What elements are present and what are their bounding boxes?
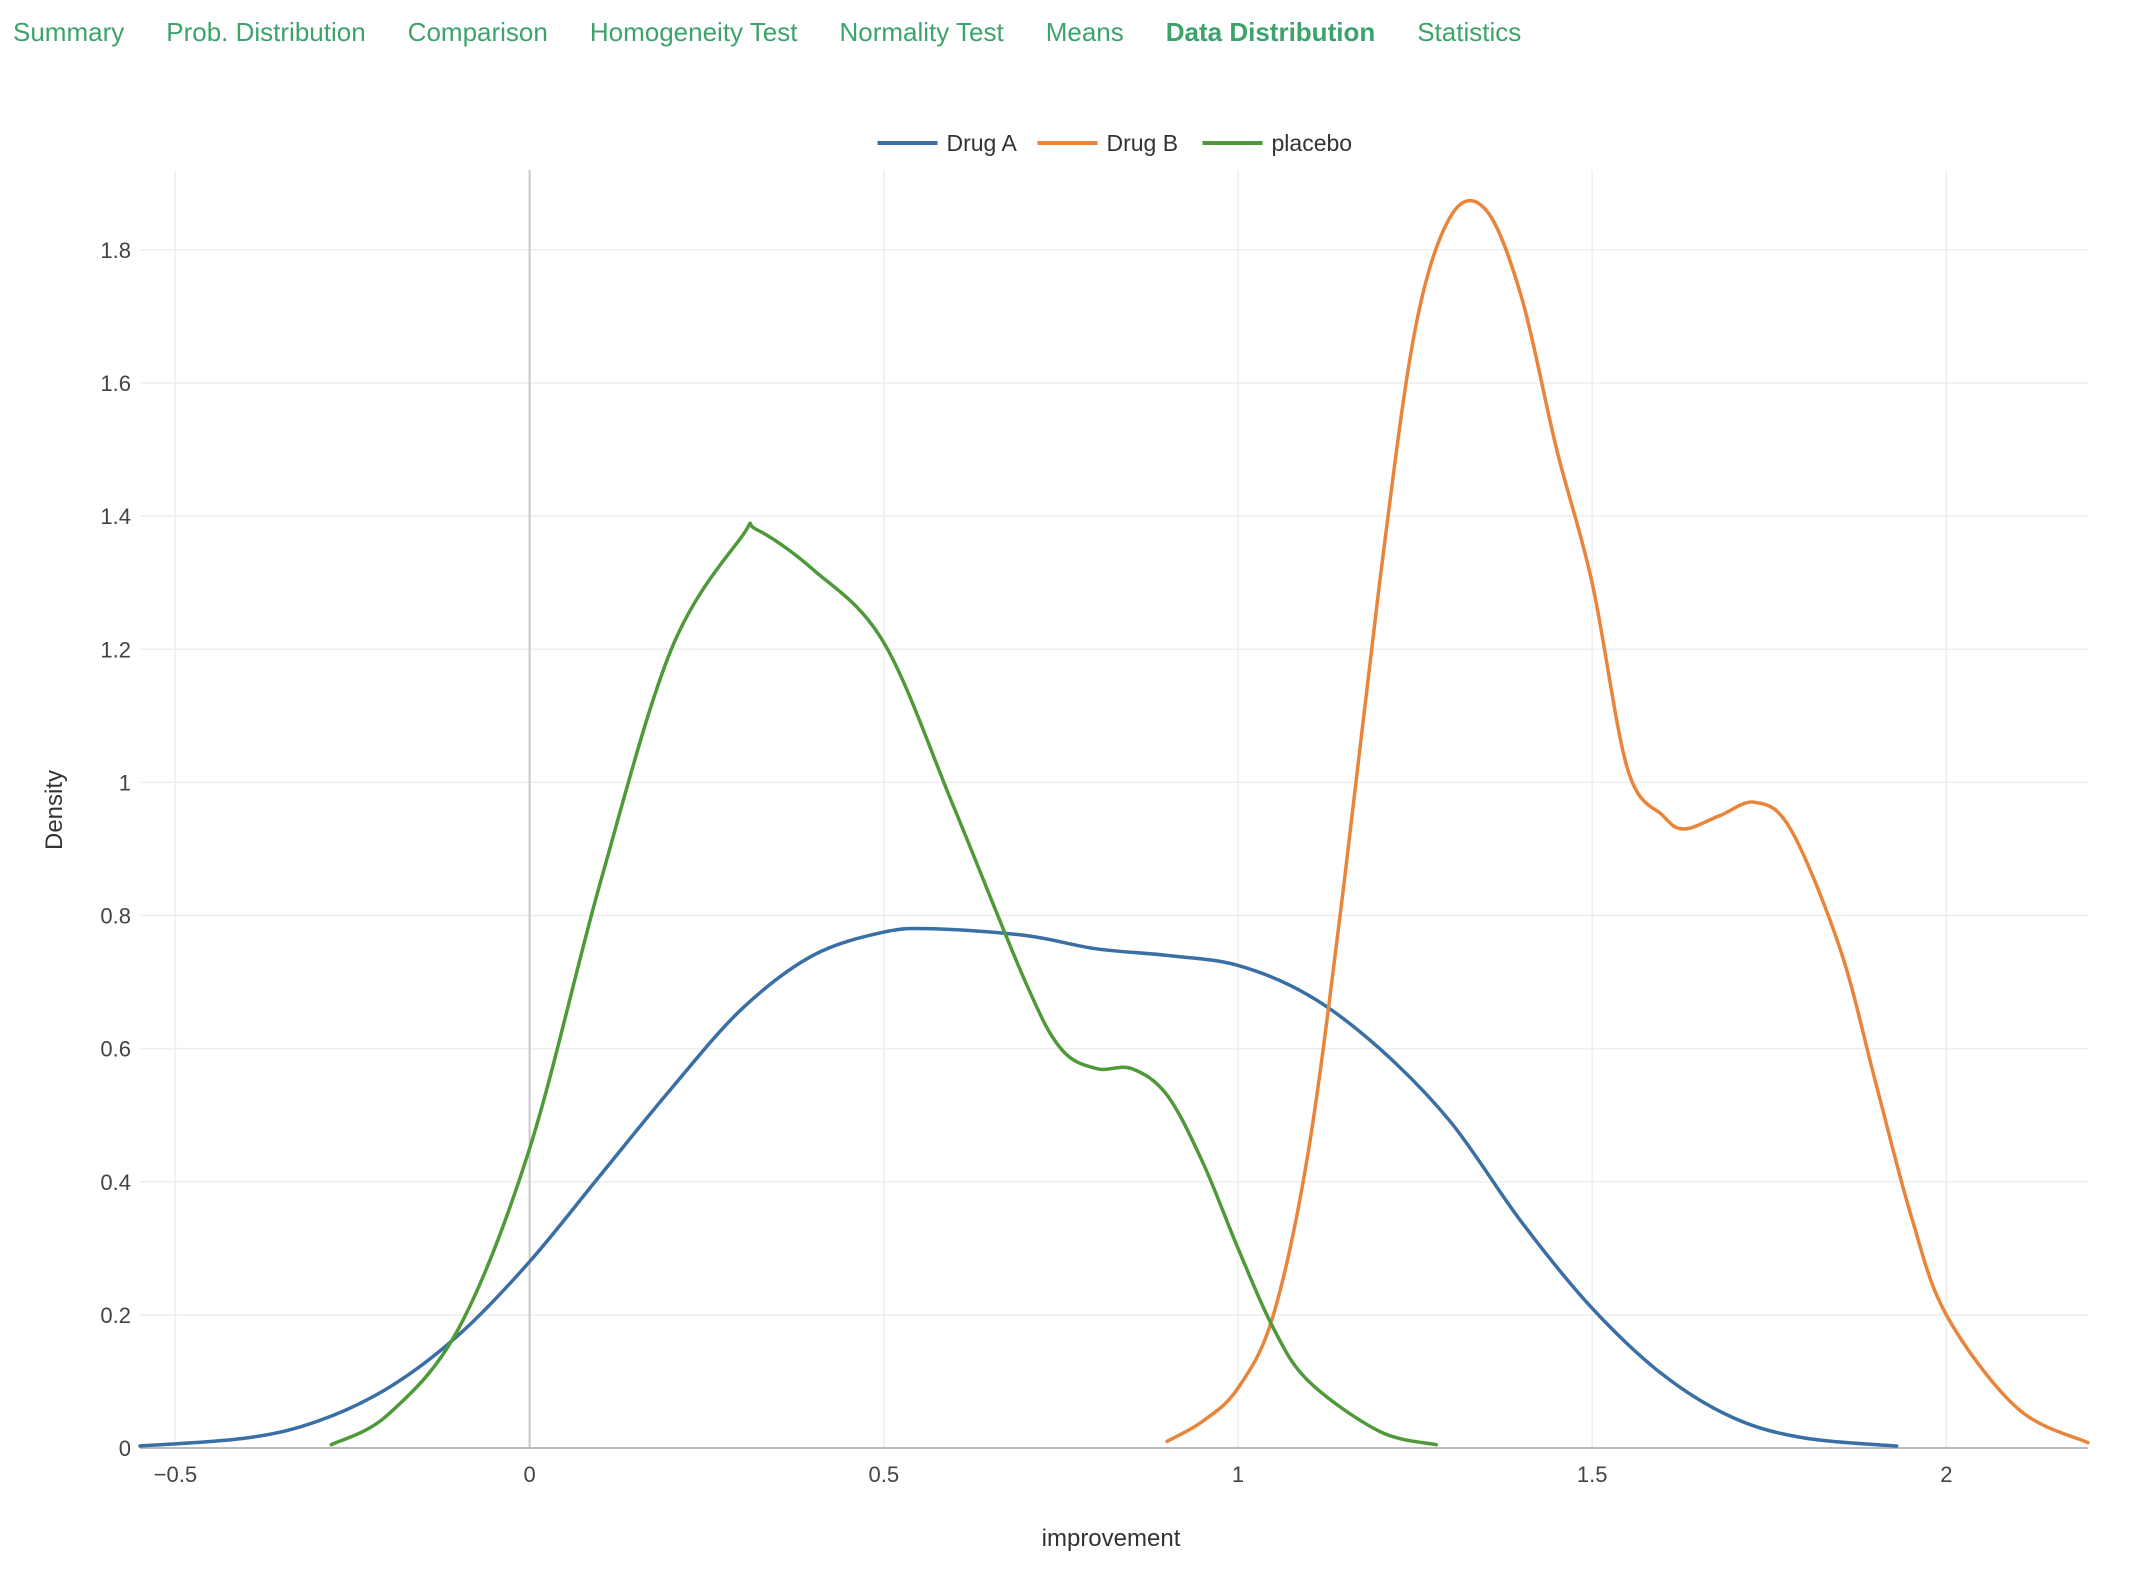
tab-data-distribution[interactable]: Data Distribution <box>1165 16 1376 47</box>
legend-item-drug-a[interactable]: Drug A <box>877 130 1018 156</box>
x-tick-label: 0.5 <box>868 1462 899 1487</box>
tab-statistics[interactable]: Statistics <box>1417 16 1522 47</box>
series-line-drug-a <box>138 926 1899 1448</box>
series-line-drug-b <box>1165 199 2090 1445</box>
tab-comparison[interactable]: Comparison <box>407 16 548 47</box>
tab-means[interactable]: Means <box>1045 16 1124 47</box>
legend[interactable]: Drug A Drug B placebo <box>877 130 1353 156</box>
x-tick-label: 1.5 <box>1577 1462 1608 1487</box>
legend-label: Drug A <box>947 130 1018 156</box>
tab-summary[interactable]: Summary <box>13 16 125 47</box>
y-tick-label: 0.8 <box>100 904 131 929</box>
y-tick-label: 1 <box>119 770 131 795</box>
tab-normality-test[interactable]: Normality Test <box>839 16 1004 47</box>
y-tick-label: 0 <box>119 1436 131 1461</box>
legend-item-drug-b[interactable]: Drug B <box>1037 130 1179 156</box>
y-tick-label: 1.4 <box>100 504 131 529</box>
tab-prob-distribution[interactable]: Prob. Distribution <box>166 16 366 47</box>
y-tick-label: 1.2 <box>100 637 131 662</box>
y-axis-title: Density <box>41 770 68 850</box>
y-tick-label: 1.6 <box>100 371 131 396</box>
x-tick-label: 2 <box>1940 1462 1952 1487</box>
x-tick-label: −0.5 <box>154 1462 197 1487</box>
x-axis-title: improvement <box>1042 1525 1181 1552</box>
y-tick-label: 0.6 <box>100 1037 131 1062</box>
axis-layer: 0 0.2 0.4 0.6 0.8 1 1.2 1.4 1.6 1.8 −0.5 0 0.5 1 1.5 2 <box>100 238 2088 1487</box>
legend-label: Drug B <box>1107 130 1179 156</box>
tab-homogeneity-test[interactable]: Homogeneity Test <box>589 16 798 47</box>
tab-bar: Summary Prob. Distribution Comparison Ho… <box>0 0 2132 64</box>
y-tick-label: 0.4 <box>100 1170 131 1195</box>
series-layer <box>138 199 2090 1448</box>
x-tick-label: 1 <box>1232 1462 1244 1487</box>
y-tick-label: 0.2 <box>100 1303 131 1328</box>
grid-layer <box>140 170 2088 1448</box>
x-tick-label: 0 <box>523 1462 535 1487</box>
legend-item-placebo[interactable]: placebo <box>1202 130 1353 156</box>
y-tick-label: 1.8 <box>100 238 131 263</box>
series-line-placebo <box>329 521 1439 1447</box>
legend-label: placebo <box>1272 130 1353 156</box>
